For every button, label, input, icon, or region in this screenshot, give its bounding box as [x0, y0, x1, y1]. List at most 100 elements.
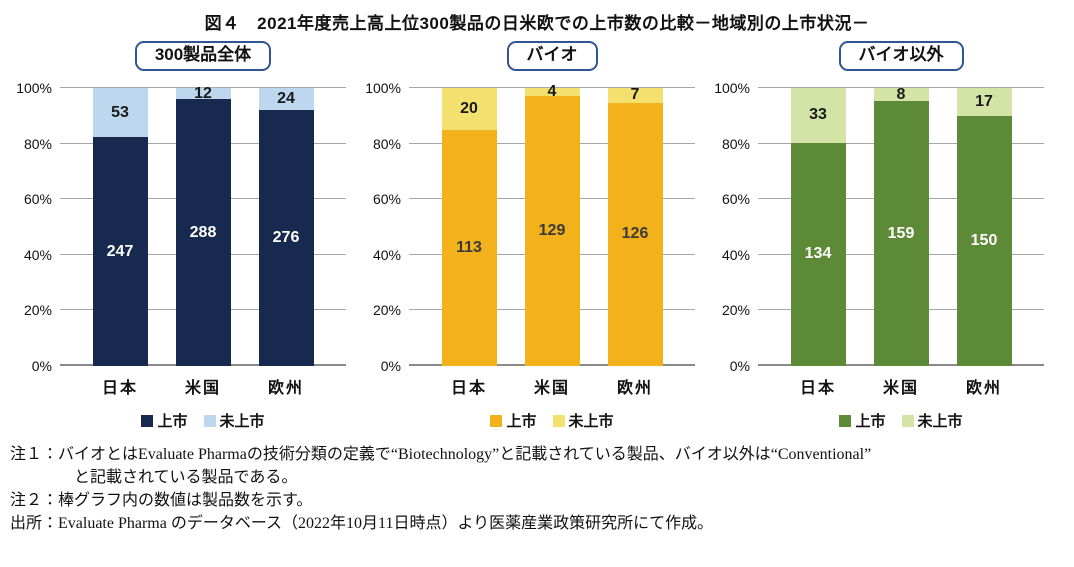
x-axis-labels: 日本 米国 欧州: [60, 366, 346, 398]
gridline: [758, 87, 1044, 88]
bar-value-launched: 247: [106, 242, 134, 260]
x-category-label: 日本: [799, 380, 836, 397]
legend-item: 未上市: [901, 410, 963, 431]
charts-row: 300製品全体 0% 20% 40% 60% 80% 100% 247 53 288 12 276…: [0, 34, 1074, 431]
bar-stack: 247 53: [92, 88, 148, 366]
y-tick-label: 60%: [721, 191, 750, 208]
bar-segment-not-launched: [524, 88, 580, 97]
chart-title-label: バイオ以外: [858, 45, 944, 65]
chart-title-label: バイオ: [526, 45, 578, 65]
chart-title-row: 300製品全体: [60, 40, 346, 72]
bar-value-launched: 113: [456, 238, 482, 256]
legend-label: 未上市: [917, 413, 963, 430]
bar-stack: 134 33: [790, 88, 846, 366]
y-tick-label: 40%: [23, 246, 52, 263]
legend-item: 上市: [490, 410, 537, 431]
legend-swatch: [901, 414, 914, 427]
chart-title-box: バイオ: [506, 41, 598, 71]
bar-segment-not-launched: [790, 88, 846, 143]
note-line: と記載されている製品である。: [74, 469, 298, 486]
legend: 上市 未上市: [60, 398, 346, 431]
x-category-label: 米国: [882, 380, 919, 397]
legend-label: 上市: [855, 413, 886, 430]
legend-swatch: [839, 414, 852, 427]
plot-row: 0% 20% 40% 60% 80% 100% 113 20 129 4 126 7: [361, 80, 695, 374]
y-tick-label: 100%: [365, 80, 401, 96]
x-category-label: 欧州: [965, 380, 1002, 397]
note-line: 出所：Evaluate Pharma のデータベース（2022年10月11日時点…: [10, 515, 714, 532]
bar-segment-not-launched: [607, 88, 663, 103]
chart-panel-non-bio: バイオ以外 0% 20% 40% 60% 80% 100% 134 33 159 8 150 17 …: [710, 40, 1044, 431]
bar-segment-launched: [873, 101, 929, 366]
bar-segment-launched: [607, 102, 663, 366]
bar-value-launched: 159: [887, 224, 915, 242]
legend-label: 上市: [506, 413, 537, 430]
note-line: 注２：棒グラフ内の数値は製品数を示す。: [10, 492, 313, 509]
y-axis: 0% 20% 40% 60% 80% 100%: [12, 80, 60, 374]
bar-segment-launched: [956, 116, 1012, 366]
legend-item: 上市: [839, 410, 886, 431]
bars-layer: 134 33 159 8 150 17: [758, 85, 1044, 366]
chart-title-row: バイオ以外: [758, 40, 1044, 72]
y-tick-label: 60%: [23, 191, 52, 208]
legend-item: 未上市: [552, 410, 614, 431]
chart-title-box: 300製品全体: [134, 41, 272, 71]
y-tick-label: 80%: [721, 135, 750, 152]
legend: 上市 未上市: [758, 398, 1044, 431]
bar-value-not-launched: 4: [547, 83, 557, 101]
bar-segment-not-launched: [175, 88, 231, 100]
y-axis: 0% 20% 40% 60% 80% 100%: [710, 80, 758, 374]
bars-layer: 247 53 288 12 276 24: [60, 84, 346, 366]
bar-stack: 129 4: [524, 84, 580, 366]
y-tick-label: 20%: [372, 302, 401, 319]
x-category-label: 日本: [101, 380, 138, 397]
bar-value-launched: 276: [272, 229, 300, 247]
x-category-label: 日本: [450, 380, 487, 397]
note-line: 注１：バイオとはEvaluate Pharmaの技術分類の定義で“Biotech…: [10, 446, 872, 463]
bar-segment-launched: [258, 110, 314, 366]
chart-panel-bio: バイオ 0% 20% 40% 60% 80% 100% 113 20 129 4 126 7 日本 米…: [361, 40, 695, 431]
y-tick-label: 20%: [721, 302, 750, 319]
bar-value-not-launched: 17: [975, 93, 993, 111]
y-tick-label: 40%: [721, 246, 750, 263]
figure-title: 図４ 2021年度売上高上位300製品の日米欧での上市数の比較－地域別の上市状況…: [204, 14, 870, 33]
legend-swatch: [552, 414, 565, 427]
bar-stack: 159 8: [873, 85, 929, 366]
legend-item: 上市: [141, 410, 188, 431]
chart-title-box: バイオ以外: [838, 41, 964, 71]
y-axis: 0% 20% 40% 60% 80% 100%: [361, 80, 409, 374]
plot-row: 0% 20% 40% 60% 80% 100% 134 33 159 8 150 17: [710, 80, 1044, 374]
bar-value-not-launched: 7: [630, 86, 640, 104]
bars-layer: 113 20 129 4 126 7: [409, 84, 695, 366]
bar-segment-not-launched: [92, 88, 148, 138]
bar-value-not-launched: 8: [896, 85, 906, 103]
bar-segment-launched: [441, 129, 497, 366]
bar-value-launched: 134: [804, 245, 832, 263]
x-axis-labels: 日本 米国 欧州: [758, 366, 1044, 398]
x-category-label: 米国: [533, 380, 570, 397]
legend-swatch: [141, 414, 154, 427]
bar-segment-launched: [175, 99, 231, 366]
legend-label: 上市: [157, 413, 188, 430]
chart-panel-all-300-products: 300製品全体 0% 20% 40% 60% 80% 100% 247 53 288 12 276…: [12, 40, 346, 431]
y-tick-label: 0%: [380, 358, 401, 374]
y-tick-label: 20%: [23, 302, 52, 319]
chart-title-label: 300製品全体: [154, 45, 252, 65]
x-axis-labels: 日本 米国 欧州: [409, 366, 695, 398]
bar-value-not-launched: 33: [809, 106, 827, 124]
chart-title-row: バイオ: [409, 40, 695, 72]
bar-value-not-launched: 53: [111, 103, 129, 121]
y-tick-label: 80%: [372, 135, 401, 152]
bar-value-not-launched: 12: [194, 84, 212, 102]
bar-value-not-launched: 24: [277, 90, 295, 108]
y-tick-label: 100%: [16, 80, 52, 96]
x-category-label: 米国: [184, 380, 221, 397]
legend-label: 未上市: [219, 413, 265, 430]
bar-segment-launched: [524, 96, 580, 366]
bar-segment-launched: [92, 137, 148, 366]
bar-value-launched: 288: [189, 223, 217, 241]
bar-segment-not-launched: [441, 88, 497, 130]
bar-segment-not-launched: [956, 88, 1012, 117]
plot-row: 0% 20% 40% 60% 80% 100% 247 53 288 12 276 24: [12, 80, 346, 374]
